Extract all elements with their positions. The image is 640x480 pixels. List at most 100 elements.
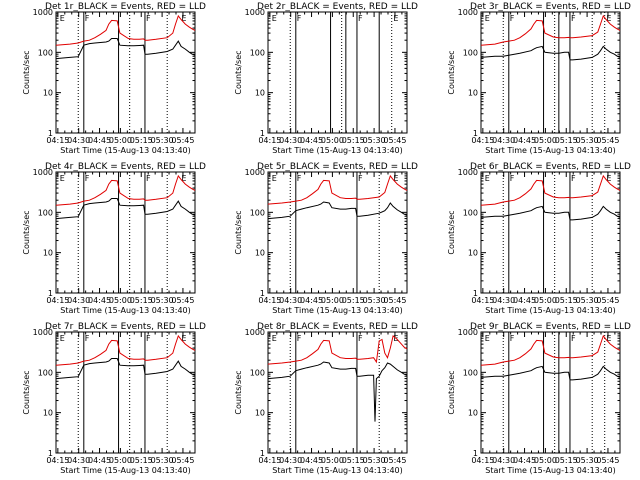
detector-panel-6: Det 6r_BLACK = Events, RED = LLD 1 10 100 10… [447,162,631,315]
x-tick-label: 04:30 [279,136,302,145]
x-axis-label: Start Time (15-Aug-13 04:13:40) [60,306,191,315]
flag-label: F [571,174,576,183]
y-axis-label: Counts/sec [22,370,31,414]
x-tick-label: 05:00 [109,296,132,305]
plot-frame [480,171,621,294]
y-tick-label: 100 [38,368,53,377]
x-tick-label: 04:30 [492,136,515,145]
plot-frame [55,11,196,134]
x-tick-label: 05:30 [363,136,386,145]
flag-label: F [510,14,515,23]
x-tick-label: 04:30 [279,456,302,465]
x-tick-label: 05:30 [363,296,386,305]
events-series-line [480,45,621,61]
y-tick-label: 1000 [33,328,53,337]
x-tick-label: 05:15 [130,296,153,305]
flag-label: E [393,174,398,183]
x-tick-label: 05:45 [383,136,406,145]
panel-title: Det 9r_BLACK = Events, RED = LLD [470,322,631,332]
x-axis-label: Start Time (15-Aug-13 04:13:40) [272,306,403,315]
x-tick-label: 04:15 [46,296,69,305]
x-tick-label: 05:00 [109,136,132,145]
detector-panel-7: Det 7r_BLACK = Events, RED = LLD 1 10 100 10… [22,322,206,475]
plot-frame [267,11,408,134]
y-axis-label: Counts/sec [447,210,456,254]
y-axis-label: Counts/sec [22,210,31,254]
y-tick-label: 100 [250,208,265,217]
x-tick-label: 05:15 [130,136,153,145]
events-series-line [267,201,408,220]
flag-label: F [297,14,302,23]
x-tick-label: 05:00 [321,136,344,145]
y-tick-label: 10 [43,89,53,98]
y-tick-label: 1 [473,129,478,138]
flag-label: E [485,174,490,183]
x-tick-label: 05:00 [321,456,344,465]
plot-frame [267,331,408,454]
flag-label: F [297,174,302,183]
x-tick-label: 04:15 [46,136,69,145]
x-tick-label: 05:15 [342,136,365,145]
x-tick-label: 04:15 [258,456,281,465]
detector-panel-2: Det 2r_BLACK = Events, RED = LLD 1 10 100 10… [234,2,418,155]
events-series-line [55,38,196,60]
flag-label: E [272,334,277,343]
y-tick-label: 1000 [458,328,478,337]
events-series-line [267,361,408,422]
flag-label: E [606,334,611,343]
panel-title: Det 8r_BLACK = Events, RED = LLD [257,322,418,332]
flag-label: F [510,174,515,183]
detector-panel-3: Det 3r_BLACK = Events, RED = LLD 1 10 100 10… [447,2,631,155]
lld-series-line [267,174,408,205]
detector-panel-5: Det 5r_BLACK = Events, RED = LLD 1 10 100 10… [234,162,418,315]
flag-label: F [297,334,302,343]
y-axis-label: Counts/sec [234,370,243,414]
flag-label: E [60,14,65,23]
lld-series-line [55,334,196,366]
x-axis-label: Start Time (15-Aug-13 04:13:40) [272,146,403,155]
flag-label: F [571,14,576,23]
flag-label: E [393,14,398,23]
x-tick-label: 05:00 [534,136,557,145]
y-tick-label: 1000 [458,168,478,177]
flag-label: F [358,14,363,23]
x-tick-label: 05:30 [151,456,174,465]
y-tick-label: 1 [48,129,53,138]
detector-panel-9: Det 9r_BLACK = Events, RED = LLD 1 10 100 10… [447,322,631,475]
flag-label: E [181,174,186,183]
x-tick-label: 04:15 [258,136,281,145]
y-tick-label: 1000 [33,8,53,17]
x-tick-label: 04:15 [471,456,494,465]
x-tick-label: 04:45 [513,296,536,305]
x-tick-label: 05:00 [534,296,557,305]
plot-frame [267,171,408,294]
events-series-line [480,365,621,381]
x-tick-label: 04:15 [471,136,494,145]
x-tick-label: 05:15 [555,296,578,305]
plot-frame [480,11,621,134]
x-tick-label: 04:45 [513,456,536,465]
lld-series-line [55,14,196,46]
flag-label: E [272,174,277,183]
x-tick-label: 05:00 [109,456,132,465]
x-tick-label: 04:15 [46,456,69,465]
x-tick-label: 05:45 [596,136,619,145]
y-tick-label: 100 [38,48,53,57]
x-axis-label: Start Time (15-Aug-13 04:13:40) [485,306,616,315]
flag-label: E [272,14,277,23]
x-tick-label: 04:30 [67,456,90,465]
x-axis-label: Start Time (15-Aug-13 04:13:40) [60,466,191,475]
y-tick-label: 10 [255,249,265,258]
panel-title: Det 7r_BLACK = Events, RED = LLD [45,322,206,332]
x-tick-label: 04:15 [471,296,494,305]
flag-label: F [85,334,90,343]
flag-label: E [181,334,186,343]
x-tick-label: 04:45 [88,296,111,305]
x-tick-label: 05:15 [342,296,365,305]
x-tick-label: 05:45 [383,456,406,465]
x-axis-label: Start Time (15-Aug-13 04:13:40) [60,146,191,155]
x-tick-label: 05:45 [171,296,194,305]
flag-label: F [146,334,151,343]
x-tick-label: 05:45 [383,296,406,305]
y-tick-label: 10 [468,89,478,98]
